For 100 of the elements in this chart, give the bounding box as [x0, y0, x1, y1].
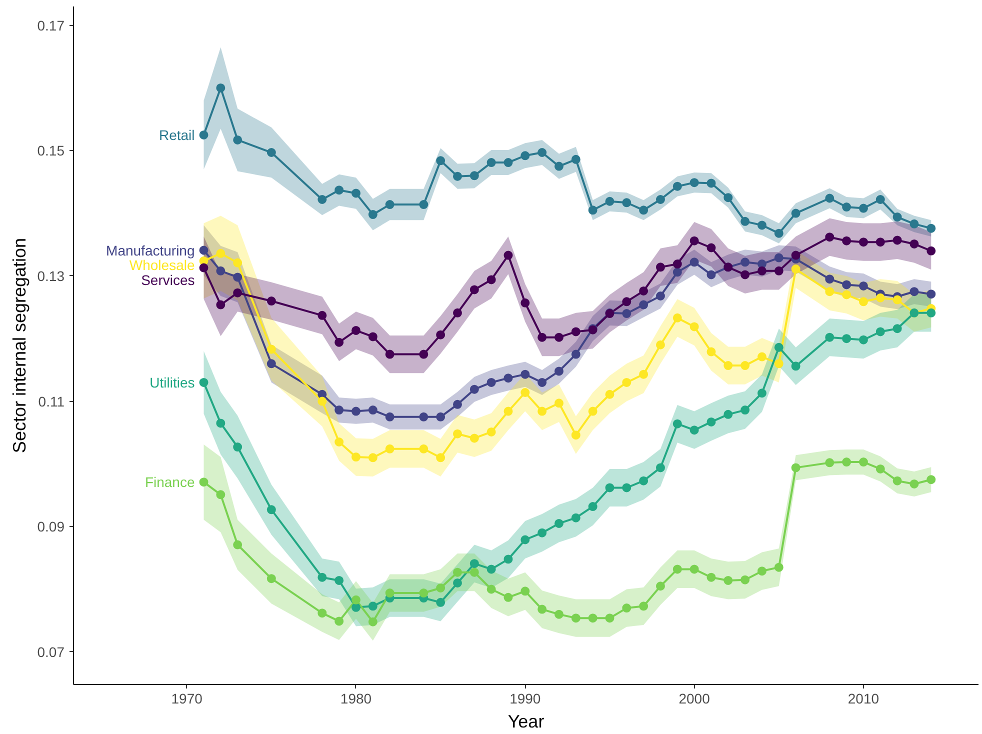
point — [520, 535, 530, 544]
y-tick-label: 0.13 — [37, 268, 65, 284]
point — [825, 458, 834, 468]
point — [757, 352, 766, 362]
point — [266, 574, 276, 584]
point — [672, 268, 682, 277]
point — [605, 390, 614, 399]
point — [216, 490, 226, 500]
x-tick-label: 2010 — [848, 690, 880, 706]
point — [554, 332, 564, 342]
point — [757, 266, 766, 276]
point — [622, 604, 632, 613]
point — [436, 584, 446, 592]
point — [368, 332, 378, 342]
point — [385, 588, 394, 598]
point — [774, 266, 784, 276]
point — [216, 300, 226, 310]
point — [571, 154, 580, 164]
point — [538, 378, 547, 387]
point — [351, 452, 360, 462]
series-label: Services — [141, 272, 195, 288]
point — [368, 406, 378, 415]
point — [757, 220, 766, 230]
point — [520, 151, 530, 160]
point — [656, 292, 665, 300]
point — [504, 374, 513, 383]
point — [199, 263, 208, 272]
point — [791, 208, 800, 218]
point — [233, 540, 242, 550]
point — [639, 602, 648, 611]
point — [639, 476, 648, 486]
x-tick-label: 2000 — [678, 690, 710, 706]
point — [436, 156, 446, 166]
point — [740, 406, 750, 415]
series-label: Utilities — [150, 374, 195, 390]
point — [656, 463, 665, 472]
point — [334, 186, 344, 195]
point — [504, 554, 513, 564]
point — [216, 83, 226, 92]
point — [706, 572, 716, 582]
point — [385, 350, 394, 359]
point — [351, 326, 360, 335]
point — [842, 290, 852, 300]
point — [825, 232, 834, 242]
point — [571, 614, 580, 623]
point — [639, 370, 648, 379]
point — [385, 444, 394, 454]
point — [452, 578, 462, 588]
point — [486, 564, 496, 574]
point — [266, 505, 276, 514]
point — [520, 388, 530, 397]
point — [452, 172, 462, 181]
series-label: Retail — [158, 126, 195, 143]
point — [486, 158, 496, 168]
y-tick-label: 0.09 — [37, 518, 65, 535]
point — [470, 559, 479, 568]
point — [504, 406, 513, 416]
y-axis-title: Sector internal segregation — [9, 238, 30, 454]
point — [690, 178, 699, 188]
point — [452, 400, 462, 409]
point — [910, 239, 919, 248]
point — [554, 610, 564, 619]
point — [419, 588, 428, 598]
point — [351, 188, 360, 198]
point — [419, 200, 428, 210]
point — [216, 266, 226, 276]
point — [605, 196, 614, 206]
point — [233, 442, 242, 452]
point — [554, 398, 564, 408]
point — [538, 148, 547, 157]
point — [419, 444, 428, 454]
point — [842, 202, 852, 212]
point — [199, 246, 208, 255]
point — [436, 598, 446, 607]
point — [639, 286, 648, 296]
point — [436, 330, 446, 340]
point — [740, 361, 750, 370]
point — [334, 406, 344, 415]
point — [368, 602, 378, 611]
x-tick-label: 1980 — [340, 690, 372, 706]
point — [334, 576, 344, 585]
point — [791, 264, 800, 274]
point — [318, 396, 327, 406]
point — [571, 430, 580, 440]
y-tick-label: 0.11 — [38, 393, 65, 410]
point — [672, 260, 682, 269]
point — [199, 130, 208, 140]
point — [452, 568, 462, 577]
point — [791, 362, 800, 371]
x-tick-label: 1970 — [171, 690, 203, 706]
point — [486, 275, 496, 284]
point — [876, 464, 885, 474]
point — [233, 288, 242, 298]
point — [368, 617, 378, 626]
point — [825, 194, 834, 203]
point — [554, 162, 564, 171]
point — [486, 427, 496, 436]
point — [892, 212, 902, 222]
point — [318, 310, 327, 320]
point — [622, 297, 632, 306]
